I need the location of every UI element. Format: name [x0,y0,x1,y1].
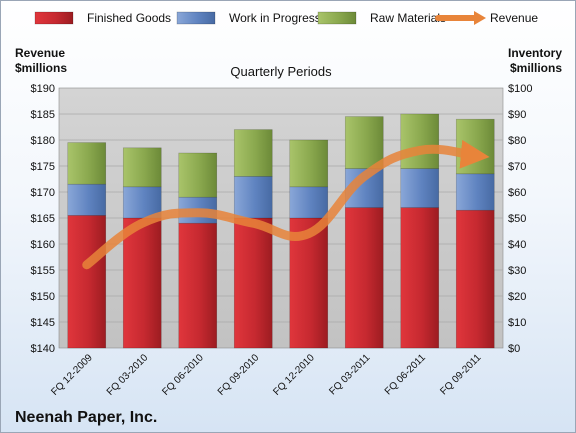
left-tick-label: $175 [31,161,55,173]
left-tick-label: $160 [31,239,55,251]
raw-materials-bar [233,129,273,177]
legend-label: Raw Materials [370,11,446,25]
left-axis-title-line2: $millions [15,61,67,75]
raw-materials-bar [455,118,495,175]
left-tick-label: $140 [31,343,55,355]
left-tick-label: $170 [31,187,55,199]
left-tick-label: $190 [31,83,55,95]
right-axis-title-line2: $millions [510,61,562,75]
x-tick-label: FQ 03-2010 [105,352,151,398]
finished-goods-bar [455,209,495,349]
left-axis-title-line1: Revenue [15,46,65,60]
work-in-progress-bar [400,168,440,208]
left-tick-label: $150 [31,291,55,303]
right-tick-label: $40 [508,239,526,251]
work-in-progress-bar [67,183,107,216]
x-axis-labels: FQ 12-2009 FQ 03-2010 FQ 06-2010 FQ 09-2010… [49,352,483,398]
bars [67,113,495,349]
right-tick-label: $90 [508,109,526,121]
left-tick-label: $180 [31,135,55,147]
finished-goods-bar [122,217,162,349]
legend-label: Finished Goods [87,11,171,25]
legend-arrow-icon [474,11,486,25]
legend-label: Revenue [490,11,538,25]
right-tick-label: $70 [508,161,526,173]
right-tick-label: $50 [508,213,526,225]
raw-materials-bar [178,152,218,198]
x-tick-label: FQ 12-2009 [49,352,95,398]
right-tick-label: $30 [508,265,526,277]
work-in-progress-bar [122,186,162,219]
raw-materials-bar [289,139,329,188]
right-tick-label: $80 [508,135,526,147]
x-tick-label: FQ 06-2010 [160,352,206,398]
left-tick-label: $155 [31,265,55,277]
company-name: Neenah Paper, Inc. [15,409,157,426]
finished-goods-bar [67,215,107,349]
legend-swatch [34,11,74,25]
right-tick-label: $60 [508,187,526,199]
finished-goods-bar [178,222,218,349]
legend-swatch [317,11,357,25]
x-tick-label: FQ 12-2010 [271,352,317,398]
right-tick-label: $100 [508,83,532,95]
raw-materials-bar [67,142,107,185]
legend-swatch [176,11,216,25]
x-tick-label: FQ 09-2011 [438,352,483,397]
left-axis-ticks: $140 $145 $150 $155 $160 $165 $170 $175 $180 $185… [31,83,55,355]
work-in-progress-bar [233,176,273,219]
raw-materials-bar [122,147,162,188]
x-tick-label: FQ 09-2010 [216,352,262,398]
work-in-progress-bar [455,173,495,211]
right-tick-label: $0 [508,343,520,355]
legend: Finished Goods Work in Progress Raw Materi… [34,11,538,25]
x-tick-label: FQ 03-2011 [327,352,372,397]
left-tick-label: $165 [31,213,55,225]
finished-goods-bar [233,217,273,349]
legend-label: Work in Progress [229,11,321,25]
chart-subtitle: Quarterly Periods [230,64,332,79]
finished-goods-bar [400,207,440,349]
right-axis-title-line1: Inventory [508,46,562,60]
left-tick-label: $145 [31,317,55,329]
right-tick-label: $20 [508,291,526,303]
revenue-line-path [82,139,490,270]
raw-materials-bar [344,116,384,169]
x-tick-label: FQ 06-2011 [383,352,428,397]
right-axis-ticks: $0 $10 $20 $30 $40 $50 $60 $70 $80 $90 $100 [508,83,532,355]
work-in-progress-bar [289,186,329,219]
raw-materials-bar [400,113,440,169]
left-tick-label: $185 [31,109,55,121]
revenue-line [82,139,490,270]
finished-goods-bar [344,207,384,349]
right-tick-label: $10 [508,317,526,329]
